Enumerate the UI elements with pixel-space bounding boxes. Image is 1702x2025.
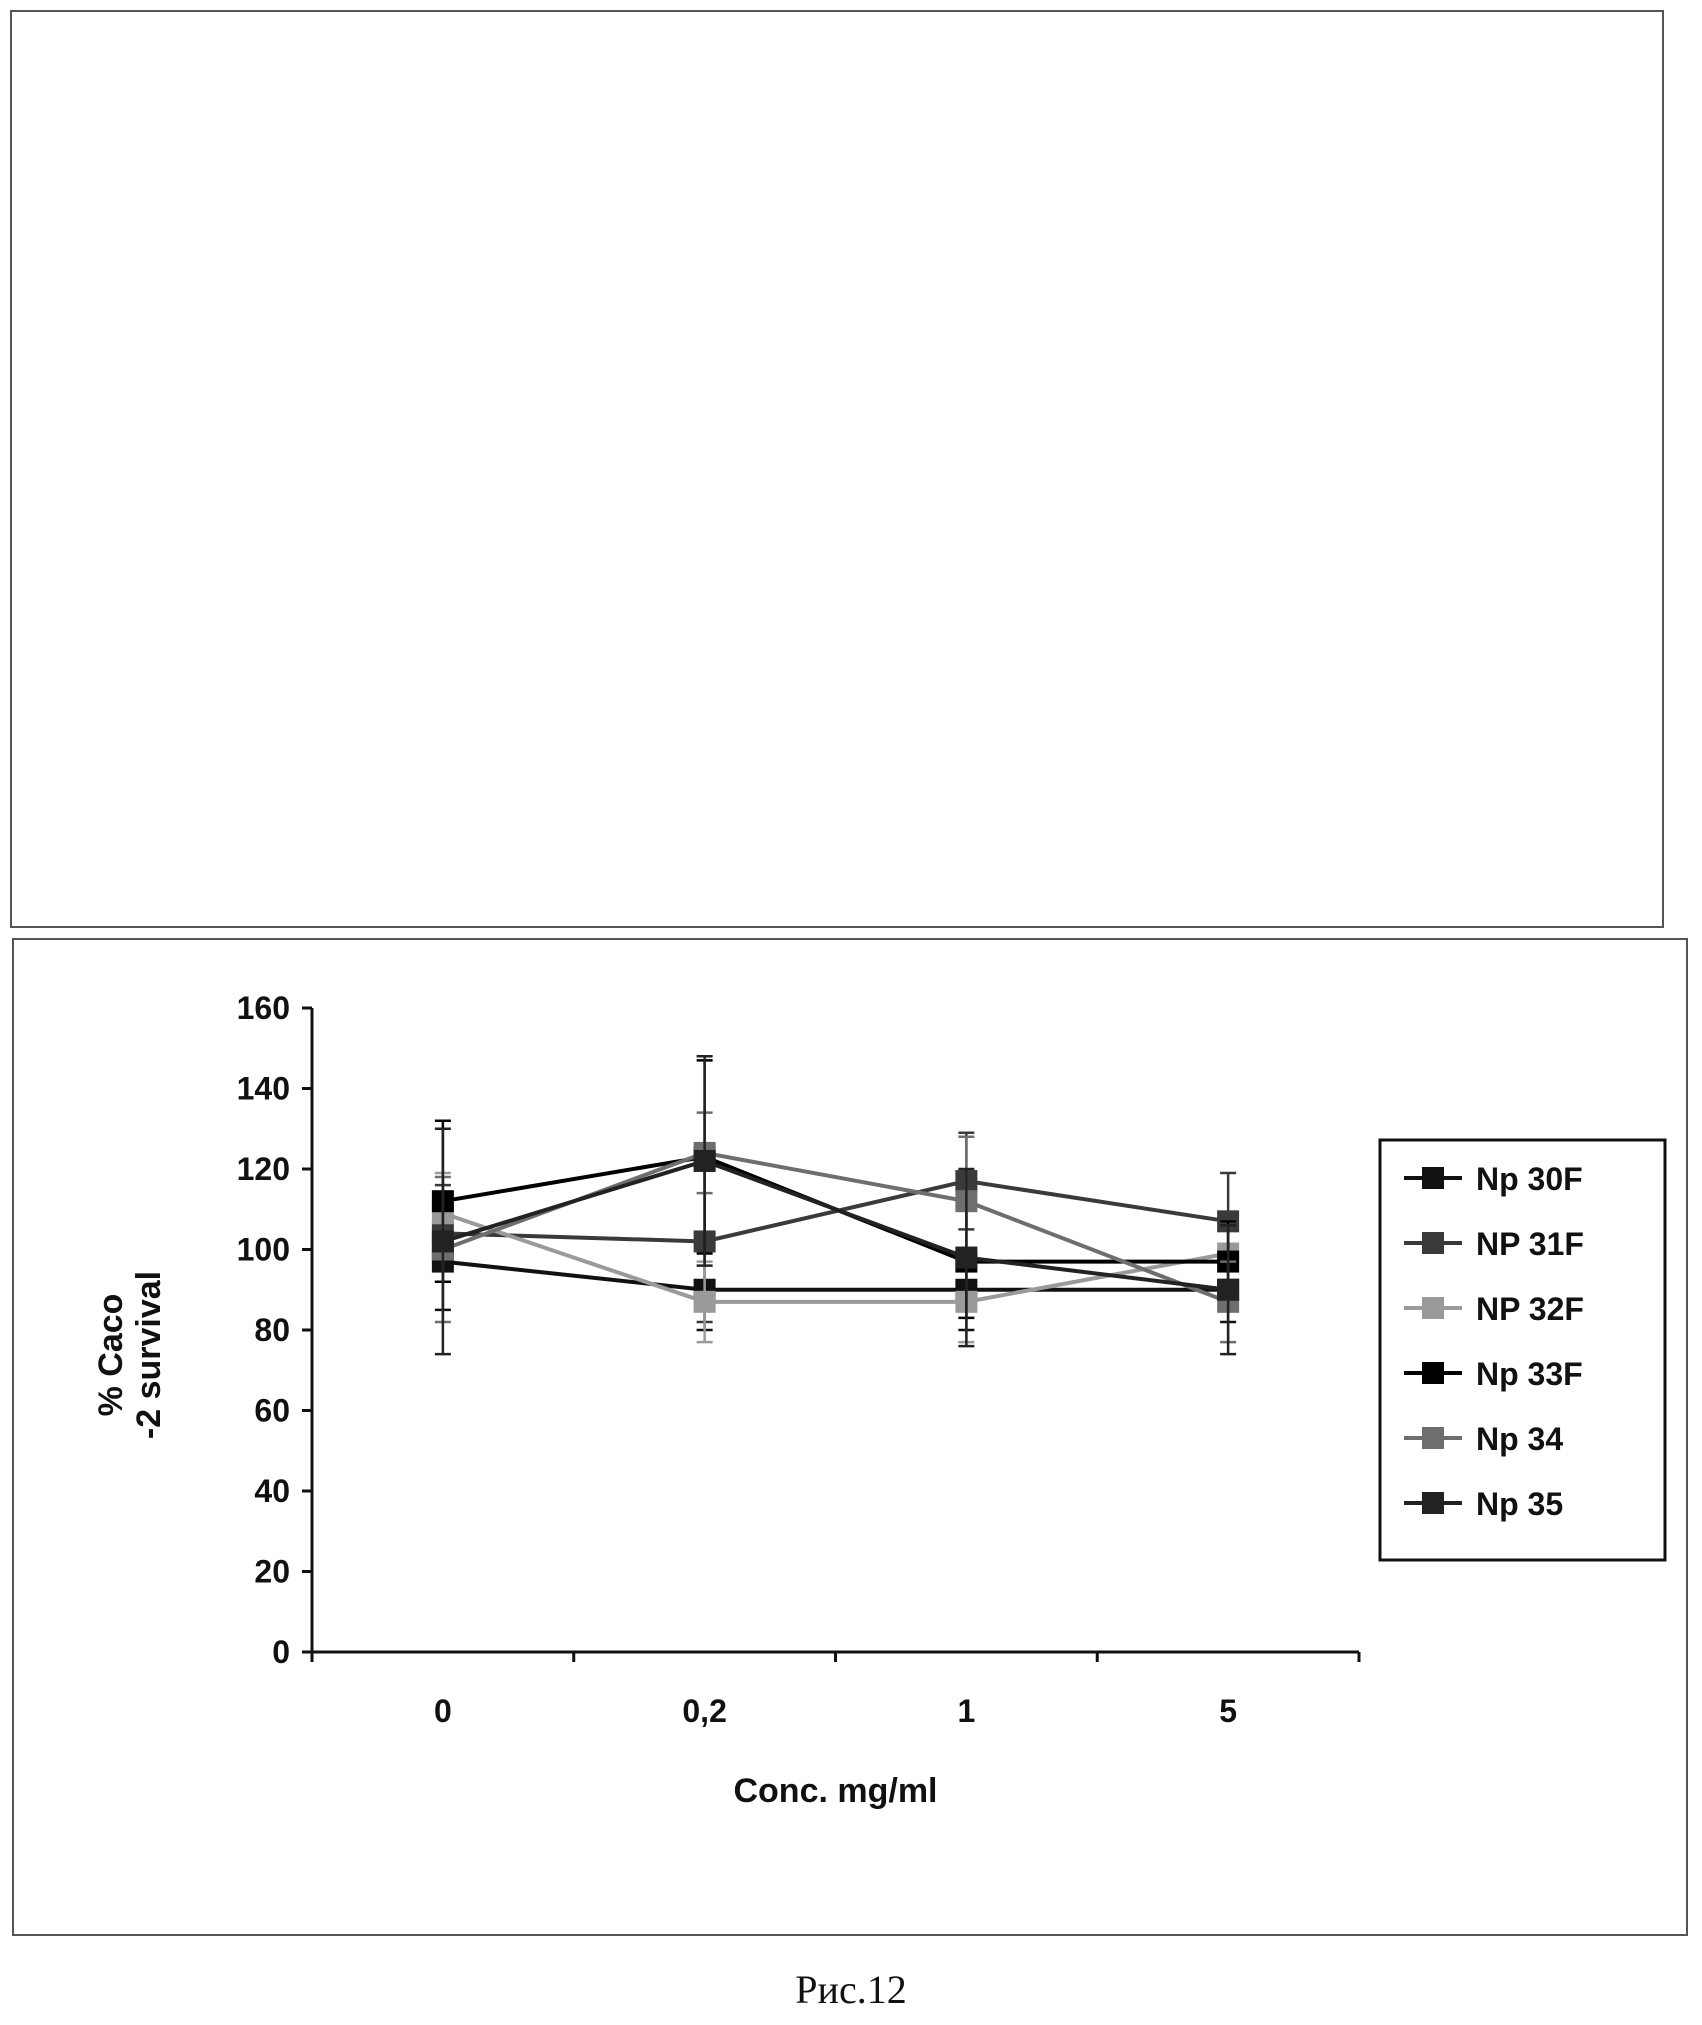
y-tick-label: 160 xyxy=(237,990,290,1026)
x-tick-label: 5 xyxy=(1219,1693,1237,1729)
legend-swatch-marker xyxy=(1422,1492,1444,1514)
x-tick-label: 0 xyxy=(434,1693,452,1729)
y-tick-label: 60 xyxy=(254,1393,290,1429)
y-tick-label: 100 xyxy=(237,1232,290,1268)
y-axis-title-line-2: -2 survival xyxy=(130,1271,168,1439)
legend-label: Np 33F xyxy=(1476,1356,1583,1392)
y-tick-label: 0 xyxy=(272,1634,290,1670)
legend-label: Np 35 xyxy=(1476,1486,1563,1522)
data-point xyxy=(1217,1279,1239,1301)
legend-swatch-marker xyxy=(1422,1232,1444,1254)
chart-svg: 0 20 40 60 80 100 120 140 160 0 0,2 1 5 Conc. mg/ml % … xyxy=(14,940,1686,1934)
figure-caption: Рис.12 xyxy=(0,1966,1702,2013)
series-line xyxy=(443,1153,1228,1302)
data-point xyxy=(694,1150,716,1172)
y-axis-title-line-1: % Caco xyxy=(92,1294,130,1417)
y-tick-label: 120 xyxy=(237,1151,290,1187)
legend-swatch-marker xyxy=(1422,1362,1444,1384)
y-tick-label: 20 xyxy=(254,1554,290,1590)
data-point xyxy=(955,1247,977,1269)
blank-figure-panel xyxy=(10,10,1664,928)
legend-label: NP 32F xyxy=(1476,1291,1584,1327)
chart-panel: 0 20 40 60 80 100 120 140 160 0 0,2 1 5 Conc. mg/ml % … xyxy=(12,938,1688,1936)
legend-swatch-marker xyxy=(1422,1427,1444,1449)
legend-swatch-marker xyxy=(1422,1167,1444,1189)
data-point xyxy=(694,1291,716,1313)
x-tick-label: 1 xyxy=(957,1693,975,1729)
x-axis-title: Conc. mg/ml xyxy=(733,1772,937,1810)
y-tick-label: 140 xyxy=(237,1071,290,1107)
y-tick-label: 40 xyxy=(254,1473,290,1509)
x-tick-label: 0,2 xyxy=(682,1693,726,1729)
legend-label: Np 30F xyxy=(1476,1161,1583,1197)
y-tick-label: 80 xyxy=(254,1312,290,1348)
data-point xyxy=(432,1230,454,1252)
legend-swatch-marker xyxy=(1422,1297,1444,1319)
legend-label: Np 34 xyxy=(1476,1421,1563,1457)
legend-label: NP 31F xyxy=(1476,1226,1584,1262)
